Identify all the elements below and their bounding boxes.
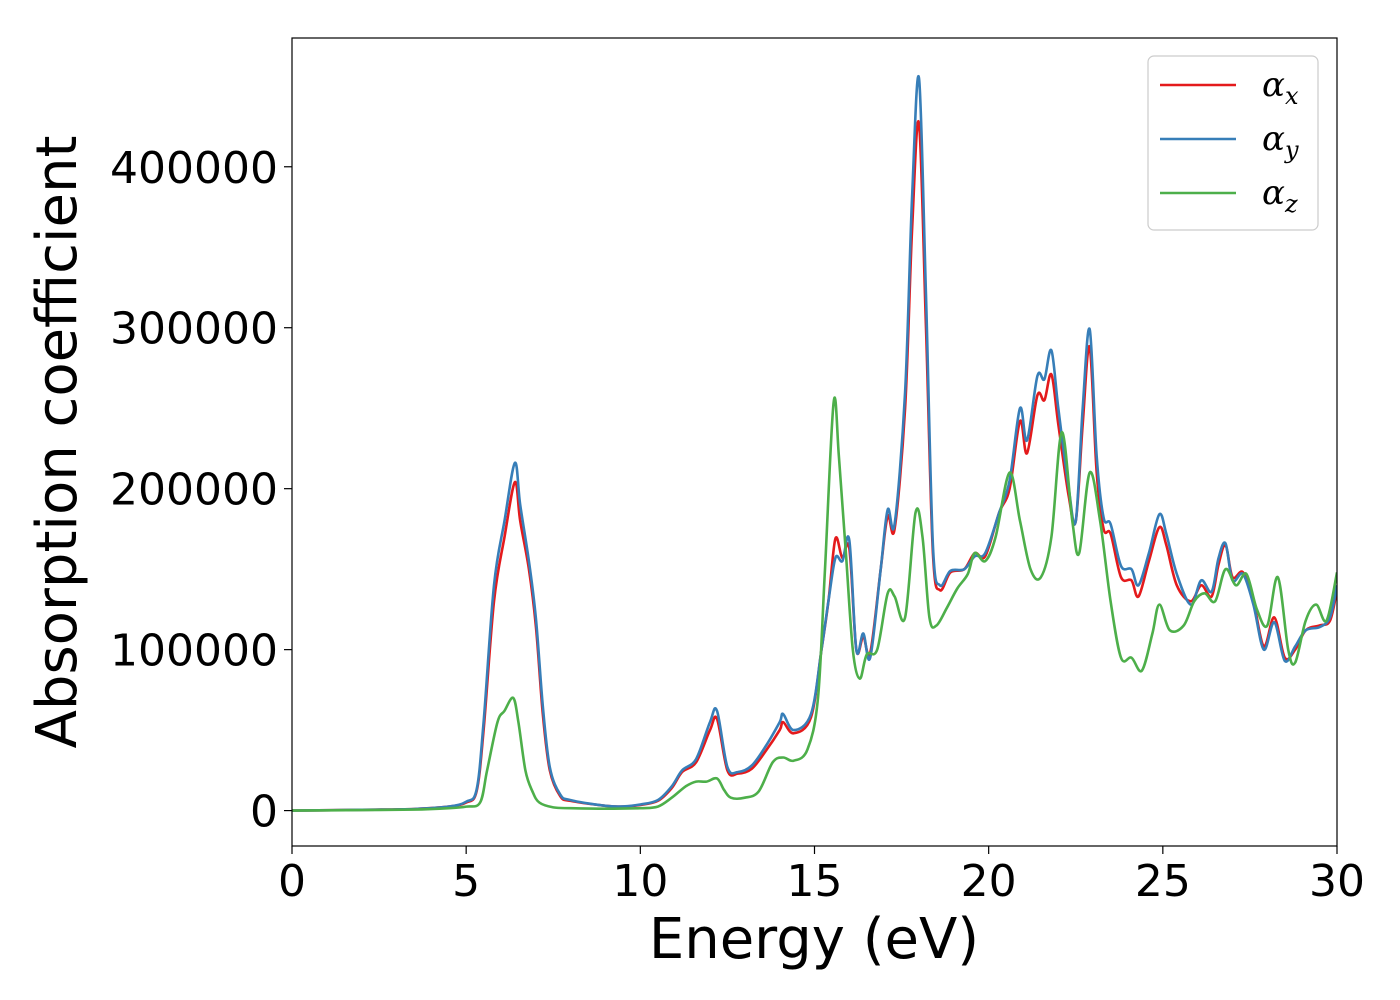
x-tick-label: 0 xyxy=(278,856,306,907)
x-tick-label: 5 xyxy=(452,856,480,907)
legend-label-alpha-x: αx xyxy=(1262,65,1299,110)
x-axis-ticks: 0 5 10 15 20 25 30 xyxy=(278,846,1365,907)
series-line-alpha-y xyxy=(292,74,1337,812)
x-tick-label: 20 xyxy=(961,856,1017,907)
x-tick-label: 25 xyxy=(1135,856,1191,907)
series-line-alpha-z xyxy=(292,396,1337,812)
y-tick-label: 300000 xyxy=(110,304,278,355)
x-tick-label: 10 xyxy=(612,856,668,907)
y-tick-label: 0 xyxy=(250,787,278,838)
y-tick-label: 200000 xyxy=(110,465,278,516)
legend-box xyxy=(1147,55,1319,231)
x-tick-label: 30 xyxy=(1309,856,1365,907)
x-tick-label: 15 xyxy=(787,856,843,907)
y-tick-label: 100000 xyxy=(110,626,278,677)
y-axis-ticks: 0 100000 200000 300000 400000 xyxy=(110,143,292,838)
x-axis-title: Energy (eV) xyxy=(649,907,979,972)
series-lines xyxy=(292,74,1337,812)
legend-label-alpha-y: αy xyxy=(1262,119,1299,164)
y-axis-title: Absorption coefficient xyxy=(25,136,90,749)
y-tick-label: 400000 xyxy=(110,143,278,194)
